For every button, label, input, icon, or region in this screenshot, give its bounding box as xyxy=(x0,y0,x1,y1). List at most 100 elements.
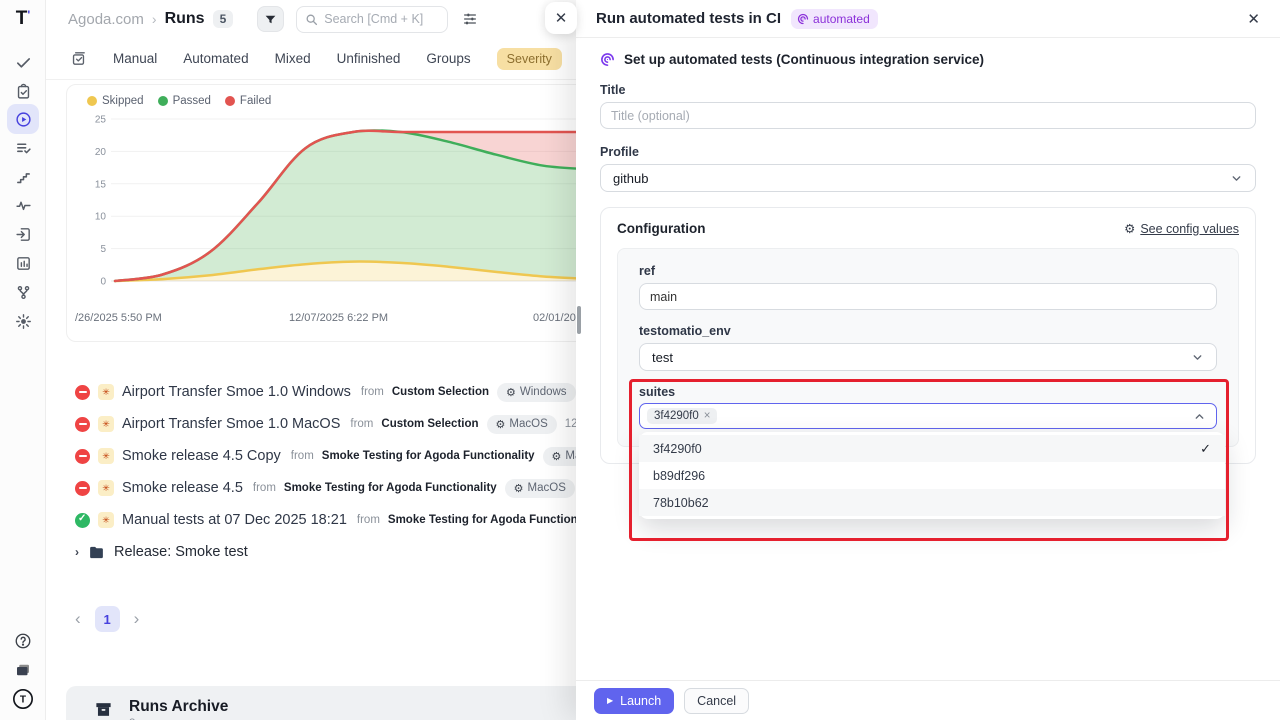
drawer-body: Set up automated tests (Continuous integ… xyxy=(576,38,1280,464)
tab-automated[interactable]: Automated xyxy=(183,51,248,66)
svg-text:25: 25 xyxy=(95,115,107,126)
spiral-icon xyxy=(600,52,615,67)
run-title[interactable]: Airport Transfer Smoe 1.0 Windows xyxy=(122,384,351,400)
cancel-button[interactable]: Cancel xyxy=(684,688,749,714)
title-field-label: Title xyxy=(600,83,1256,97)
remove-tag-icon[interactable]: × xyxy=(704,410,711,422)
reports-icon[interactable] xyxy=(7,249,39,277)
x-tick-0: /26/2025 5:50 PM xyxy=(75,312,162,324)
filter-button[interactable] xyxy=(257,6,284,32)
env-select[interactable]: test xyxy=(639,343,1217,371)
settings-icon[interactable] xyxy=(7,307,39,335)
search-box[interactable] xyxy=(296,6,448,33)
activity-icon[interactable] xyxy=(7,191,39,219)
prev-page-icon[interactable]: ‹ xyxy=(75,609,81,629)
profile-avatar[interactable]: T xyxy=(7,686,39,712)
configuration-card: Configuration ⚙ See config values ref te… xyxy=(600,207,1256,464)
runs-count-badge: 5 xyxy=(213,10,234,28)
run-title[interactable]: Smoke release 4.5 xyxy=(122,480,243,496)
run-title[interactable]: Smoke release 4.5 Copy xyxy=(122,448,281,464)
import-icon[interactable] xyxy=(7,220,39,248)
chevron-down-icon xyxy=(1191,351,1204,364)
tab-groups[interactable]: Groups xyxy=(426,51,470,66)
profile-field-label: Profile xyxy=(600,145,1256,159)
app-logo[interactable]: T' xyxy=(0,8,46,30)
gear-icon: ⚙ xyxy=(506,386,516,399)
run-from-label: from xyxy=(357,514,380,526)
play-icon: ▶ xyxy=(607,696,613,705)
legend-failed[interactable]: Failed xyxy=(225,95,271,107)
failed-dot-icon xyxy=(225,96,235,106)
pagination: ‹ 1 › xyxy=(75,606,139,632)
env-value: test xyxy=(652,350,673,365)
breadcrumb-separator-icon: › xyxy=(152,11,157,27)
skipped-dot-icon xyxy=(87,96,97,106)
steps-icon[interactable] xyxy=(7,163,39,191)
select-all-icon[interactable] xyxy=(70,50,87,67)
folder-icon xyxy=(88,544,105,561)
profile-select[interactable]: github xyxy=(600,164,1256,192)
page-1-button[interactable]: 1 xyxy=(95,606,120,632)
run-source: Custom Selection xyxy=(381,418,478,430)
suite-option[interactable]: b89df296 xyxy=(639,462,1225,489)
check-icon: ✓ xyxy=(1200,441,1211,457)
breadcrumb-project[interactable]: Agoda.com xyxy=(68,11,144,28)
suite-tag: 3f4290f0 × xyxy=(647,408,717,424)
config-fields-card: ref testomatio_env test suites 3f4290f0 … xyxy=(617,248,1239,447)
automated-run-icon: ✳ xyxy=(98,512,114,528)
sidebar-item-runs[interactable] xyxy=(7,104,39,134)
tab-mixed[interactable]: Mixed xyxy=(275,51,311,66)
branches-icon[interactable] xyxy=(7,278,39,306)
projects-icon[interactable] xyxy=(7,657,39,683)
drawer-scrollbar[interactable] xyxy=(577,306,581,334)
drawer-close-button[interactable]: ✕ xyxy=(545,2,577,34)
suites-multiselect[interactable]: 3f4290f0 × xyxy=(639,403,1217,429)
run-title[interactable]: Manual tests at 07 Dec 2025 18:21 xyxy=(122,512,347,528)
automated-run-icon: ✳ xyxy=(98,416,114,432)
platform-badge: ⚙MacOS xyxy=(505,479,575,498)
failed-status-icon xyxy=(75,481,90,496)
chevron-right-icon[interactable]: › xyxy=(75,545,79,559)
suites-dropdown: 3f4290f0 ✓ b89df296 78b10b62 xyxy=(639,432,1225,519)
chevron-up-icon xyxy=(1193,410,1206,423)
help-icon[interactable] xyxy=(7,628,39,654)
next-page-icon[interactable]: › xyxy=(134,609,140,629)
legend-passed[interactable]: Passed xyxy=(158,95,211,107)
chart-x-axis: /26/2025 5:50 PM 12/07/2025 6:22 PM 02/0… xyxy=(81,312,589,328)
svg-text:15: 15 xyxy=(95,179,107,190)
run-title[interactable]: Airport Transfer Smoe 1.0 MacOS xyxy=(122,416,340,432)
automated-badge: automated xyxy=(791,9,878,29)
suite-option[interactable]: 78b10b62 xyxy=(639,489,1225,516)
suite-option[interactable]: 3f4290f0 ✓ xyxy=(639,435,1225,462)
area-chart: 0510152025 xyxy=(81,109,590,305)
see-config-values-link[interactable]: ⚙ See config values xyxy=(1124,221,1239,236)
run-source: Smoke Testing for Agoda Functionality xyxy=(284,482,497,494)
panel-close-icon[interactable]: ✕ xyxy=(1247,10,1260,28)
svg-text:T: T xyxy=(20,695,27,706)
platform-badge: ⚙Windows xyxy=(497,383,576,402)
run-from-label: from xyxy=(253,482,276,494)
run-from-label: from xyxy=(361,386,384,398)
drawer-footer: ▶ Launch Cancel xyxy=(576,680,1280,720)
tasks-icon[interactable] xyxy=(7,48,39,76)
env-field-label: testomatio_env xyxy=(639,324,1217,338)
tab-severity[interactable]: Severity xyxy=(497,48,562,70)
tab-unfinished[interactable]: Unfinished xyxy=(337,51,401,66)
failed-status-icon xyxy=(75,449,90,464)
test-plans-icon[interactable] xyxy=(7,77,39,105)
search-input[interactable] xyxy=(324,12,439,26)
ref-input[interactable] xyxy=(639,283,1217,310)
title-input[interactable] xyxy=(600,102,1256,129)
launch-button[interactable]: ▶ Launch xyxy=(594,688,674,714)
view-settings-icon[interactable] xyxy=(462,11,478,27)
gear-icon: ⚙ xyxy=(496,418,506,431)
tab-manual[interactable]: Manual xyxy=(113,51,157,66)
breadcrumb-current: Runs xyxy=(165,10,205,28)
run-from-label: from xyxy=(291,450,314,462)
legend-skipped[interactable]: Skipped xyxy=(87,95,144,107)
failed-status-icon xyxy=(75,385,90,400)
chart-legend: Skipped Passed Failed xyxy=(87,95,589,107)
test-list-icon[interactable] xyxy=(7,134,39,162)
automated-run-icon: ✳ xyxy=(98,480,114,496)
drawer-header: Run automated tests in CI automated ✕ xyxy=(576,0,1280,38)
